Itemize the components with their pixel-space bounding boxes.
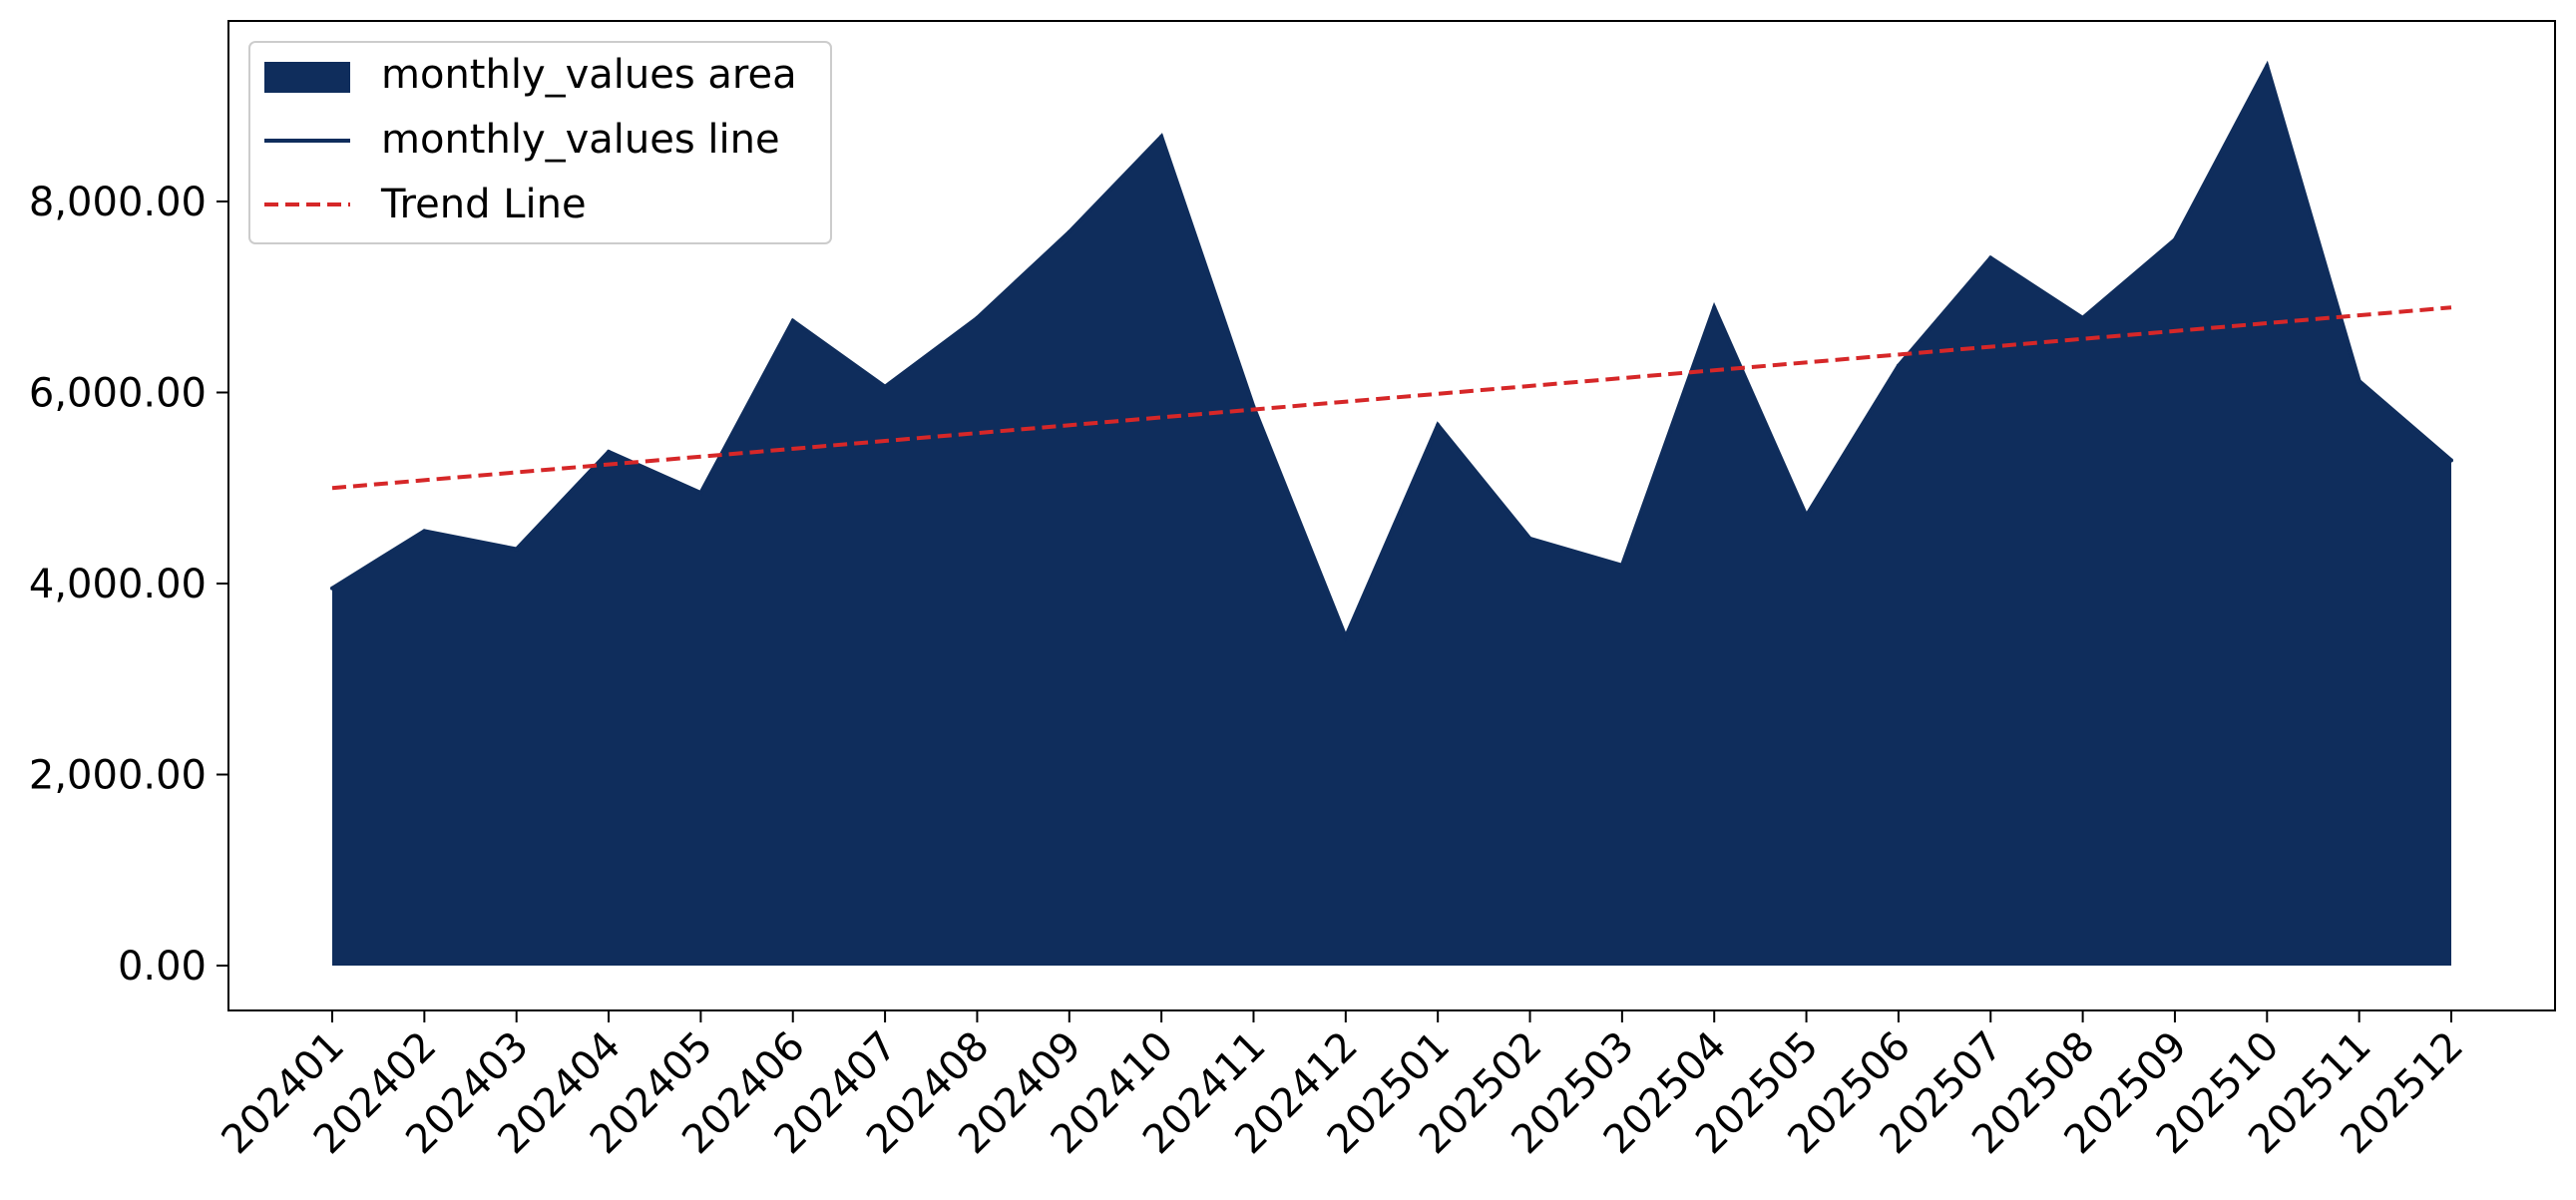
data-point: [330, 586, 334, 591]
data-point: [1527, 536, 1532, 541]
data-point: [1712, 305, 1717, 310]
data-point: [2449, 458, 2453, 463]
data-point: [2357, 378, 2361, 383]
data-point: [1896, 363, 1901, 368]
data-point: [1619, 563, 1624, 568]
legend-area-swatch: [264, 62, 350, 93]
data-point: [1804, 514, 1809, 518]
series-line: [330, 60, 2453, 642]
data-point: [514, 547, 519, 552]
data-point: [2080, 315, 2085, 320]
plot-frame: [227, 20, 2556, 1011]
data-point: [975, 315, 980, 320]
data-point: [607, 449, 612, 454]
legend-line-label: monthly_values line: [381, 117, 780, 163]
data-point: [790, 318, 795, 323]
legend: monthly_values area monthly_values line …: [248, 41, 832, 244]
data-point: [1988, 255, 1993, 260]
data-point: [2265, 64, 2270, 69]
y-tick-label: 8,000.00: [29, 180, 207, 225]
data-point: [1067, 229, 1072, 234]
y-tick-label: 0.00: [118, 944, 207, 990]
data-point: [883, 384, 888, 389]
area-fill: [332, 66, 2451, 966]
legend-trend-label: Trend Line: [380, 182, 587, 227]
y-tick-label: 2,000.00: [29, 752, 207, 798]
data-point: [1159, 134, 1164, 139]
line-layer: [330, 60, 2453, 642]
y-axis: 0.00 2,000.00 4,000.00 6,000.00 8,000.00: [29, 180, 228, 990]
data-point: [422, 529, 427, 534]
trend-line: [331, 305, 2452, 491]
data-point: [1343, 634, 1348, 639]
y-tick-label: 6,000.00: [29, 370, 207, 416]
data-point: [2172, 237, 2177, 242]
y-tick-label: 4,000.00: [29, 562, 207, 607]
data-point: [1436, 423, 1441, 428]
legend-frame: [248, 41, 832, 244]
trend-layer: [331, 305, 2452, 491]
legend-area-label: monthly_values area: [381, 52, 797, 98]
area-layer: [332, 66, 2451, 966]
data-point: [698, 491, 703, 496]
x-axis: 2024012024022024032024042024052024062024…: [214, 1010, 2472, 1163]
